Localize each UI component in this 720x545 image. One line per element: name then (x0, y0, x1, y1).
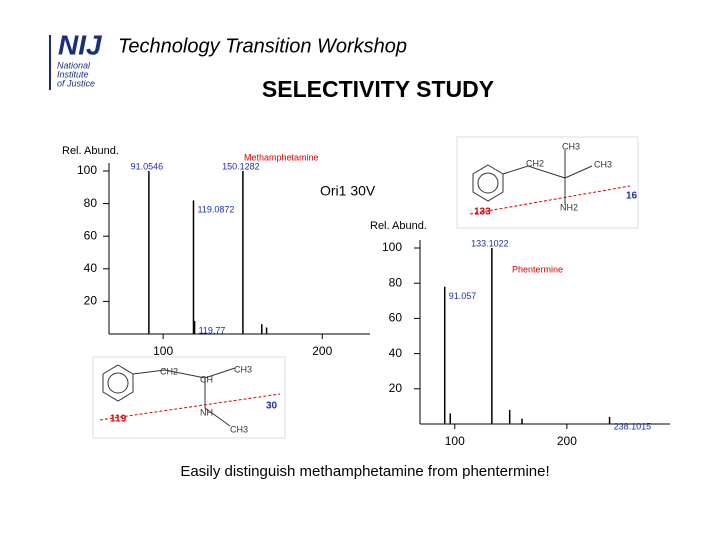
atom-label: CH (200, 374, 213, 384)
atom-label: NH (200, 407, 213, 417)
logo: NIJ (58, 29, 103, 60)
peak-label: 91.0546 (131, 161, 164, 171)
fragment-label: 16 (626, 191, 638, 202)
y-tick-label: 40 (389, 346, 403, 360)
atom-label: CH3 (594, 159, 612, 169)
fragment-label: 30 (266, 401, 278, 412)
x-tick-label: 200 (557, 434, 577, 448)
y-tick-label: 60 (389, 311, 403, 325)
y-tick-label: 40 (84, 261, 98, 275)
logo-sub: Institute (57, 69, 89, 79)
y-tick-label: 60 (84, 228, 98, 242)
y-tick-label: 100 (77, 163, 97, 177)
y-tick-label: 80 (389, 275, 403, 289)
bonds (132, 367, 236, 427)
structure-box (92, 356, 286, 439)
y-axis-label: Rel. Abund. (62, 145, 119, 157)
cleavage-line (469, 185, 631, 215)
spectrum: Rel. Abund. 20 40 60 80 100 100 200 91.0546 119.0… (62, 145, 370, 358)
logo-sub: National (57, 60, 91, 70)
peak-label: 91.057 (449, 291, 477, 301)
spectrum: Rel. Abund. 20 40 60 80 100 100 200 91.057 133.10… (370, 220, 670, 448)
footer: Easily distinguish methamphetamine from … (180, 463, 549, 480)
atom-label: CH2 (526, 158, 544, 168)
peak-label: 238.1015 (614, 421, 652, 431)
cleavage-line (99, 393, 281, 421)
atom-label: CH2 (160, 366, 178, 376)
atom-label: NH2 (560, 202, 578, 212)
y-tick-label: 100 (382, 240, 402, 254)
structure: CH3 CH2 CH3 NH2 133 16 (456, 136, 639, 229)
atom-label: CH3 (230, 424, 248, 434)
header-title: Technology Transition Workshop (118, 35, 407, 57)
y-tick-label: 20 (84, 294, 98, 308)
x-tick-label: 100 (153, 344, 173, 358)
bonds (502, 150, 593, 205)
y-tick-label: 80 (84, 196, 98, 210)
peak-label: 119.0872 (197, 205, 234, 215)
peak-label: 133.1022 (471, 238, 509, 248)
peak-label: 150.1282 (222, 161, 260, 171)
fragment-label: 119 (110, 414, 127, 425)
ring (107, 372, 129, 394)
y-tick-label: 20 (389, 381, 403, 395)
x-tick-label: 200 (312, 344, 332, 358)
y-axis-label: Rel. Abund. (370, 220, 427, 232)
annotation: Ori1 30V (320, 183, 376, 199)
logo-sub: of Justice (57, 78, 95, 88)
fragment-label: 133 (474, 207, 491, 218)
ring (477, 172, 499, 194)
compound-label: Phentermine (512, 264, 563, 274)
structure: CH2 CH CH3 NH CH3 119 30 (92, 356, 286, 439)
compound-label: Methamphetamine (244, 152, 319, 162)
peak-label: 119.77 (199, 325, 226, 335)
slide-title: SELECTIVITY STUDY (262, 76, 494, 102)
structure-box (456, 136, 639, 229)
atom-label: CH3 (234, 364, 252, 374)
atom-label: CH3 (562, 141, 580, 151)
x-tick-label: 100 (445, 434, 465, 448)
